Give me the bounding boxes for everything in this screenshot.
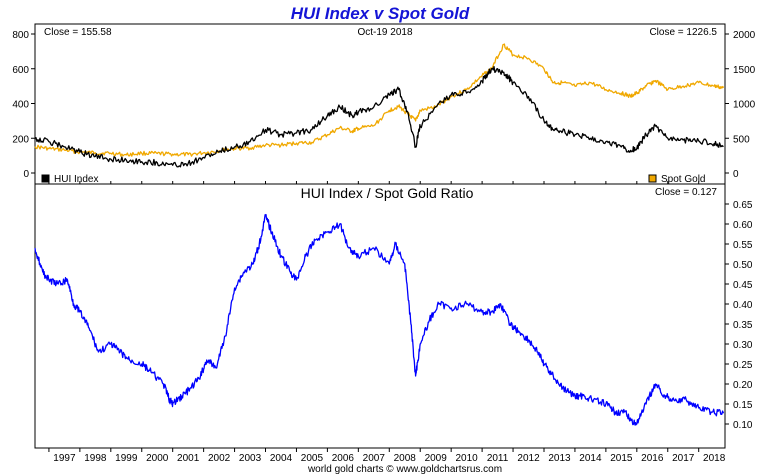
axis-layer: 0 200 400 600 800 0 500 1000 1500 2000 0.10 0.15 0.2… <box>12 30 755 464</box>
footer-credit: world gold charts © www.goldchartsrus.co… <box>307 464 502 475</box>
ratio-y-tick-label: 0.60 <box>733 220 753 231</box>
ratio-y-tick-label: 0.10 <box>733 420 753 431</box>
x-tick-label: 2018 <box>703 453 726 464</box>
x-tick-label: 2009 <box>425 453 448 464</box>
legend-swatch-hui <box>41 174 50 183</box>
x-tick-label: 2011 <box>487 453 509 464</box>
x-tick-label: 2002 <box>208 453 231 464</box>
x-tick-label: 1997 <box>53 453 76 464</box>
legend-swatch-gold <box>648 174 657 183</box>
x-tick-label: 2010 <box>456 453 479 464</box>
right-y-tick-label: 0 <box>733 169 739 180</box>
series-layer <box>34 43 725 426</box>
x-tick-label: 1999 <box>115 453 138 464</box>
left-y-tick-label: 400 <box>12 100 29 111</box>
ratio-y-tick-label: 0.65 <box>733 200 753 211</box>
left-y-tick-label: 0 <box>23 169 29 180</box>
x-tick-label: 2016 <box>641 453 664 464</box>
left-y-tick-label: 600 <box>12 65 29 76</box>
ratio-y-tick-label: 0.50 <box>733 260 753 271</box>
x-tick-label: 2007 <box>363 453 386 464</box>
hui-index-line <box>34 65 724 168</box>
legend-label-gold: Spot Gold <box>661 174 705 185</box>
ratio-y-tick-label: 0.40 <box>733 300 753 311</box>
x-tick-label: 2015 <box>610 453 633 464</box>
gold-close-annotation: Close = 1226.5 <box>649 27 717 38</box>
x-tick-label: 2013 <box>548 453 571 464</box>
left-y-tick-label: 200 <box>12 134 29 145</box>
ratio-y-tick-label: 0.45 <box>733 280 753 291</box>
x-tick-label: 2005 <box>301 453 324 464</box>
x-tick-label: 2004 <box>270 453 293 464</box>
right-y-tick-label: 1000 <box>733 100 756 111</box>
right-y-tick-label: 500 <box>733 134 750 145</box>
right-y-tick-label: 1500 <box>733 65 756 76</box>
left-y-tick-label: 800 <box>12 30 29 41</box>
legend-label-hui: HUI Index <box>54 174 98 185</box>
bottom-panel-frame <box>34 183 726 449</box>
x-tick-label: 2006 <box>332 453 355 464</box>
ratio-chart-title: HUI Index / Spot Gold Ratio <box>301 185 474 201</box>
ratio-y-tick-label: 0.55 <box>733 240 753 251</box>
x-tick-label: 2017 <box>672 453 695 464</box>
x-tick-label: 2001 <box>177 453 200 464</box>
ratio-y-tick-label: 0.30 <box>733 340 753 351</box>
x-tick-label: 2014 <box>579 453 602 464</box>
chart-title: HUI Index v Spot Gold <box>291 4 470 23</box>
hui-close-annotation: Close = 155.58 <box>44 27 112 38</box>
ratio-y-tick-label: 0.20 <box>733 380 753 391</box>
ratio-y-tick-label: 0.35 <box>733 320 753 331</box>
ratio-y-tick-label: 0.25 <box>733 360 753 371</box>
x-tick-label: 2012 <box>517 453 540 464</box>
hui-gold-ratio-line <box>34 213 725 426</box>
date-annotation: Oct-19 2018 <box>357 27 412 38</box>
x-tick-label: 2000 <box>146 453 169 464</box>
x-tick-label: 2008 <box>394 453 417 464</box>
ratio-y-tick-label: 0.15 <box>733 400 753 411</box>
x-tick-label: 2003 <box>239 453 262 464</box>
x-tick-label: 1998 <box>84 453 107 464</box>
ratio-close-annotation: Close = 0.127 <box>655 187 717 198</box>
right-y-tick-label: 2000 <box>733 30 756 41</box>
